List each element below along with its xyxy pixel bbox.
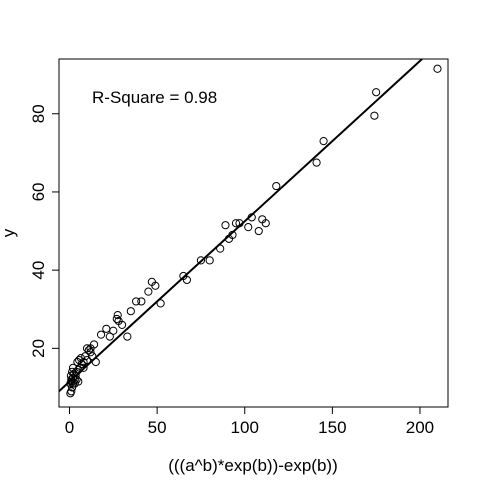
x-tick-label: 100 <box>231 418 259 437</box>
data-point <box>117 320 127 329</box>
data-point <box>254 226 263 236</box>
y-tick-label: 20 <box>29 339 48 358</box>
y-axis: 20 40 60 80 <box>29 104 60 358</box>
data-point <box>82 355 92 365</box>
data-point <box>244 223 253 232</box>
data-point <box>67 387 76 396</box>
x-tick-label: 50 <box>148 418 167 437</box>
data-point <box>112 314 121 324</box>
y-tick-label: 40 <box>29 261 48 280</box>
data-point <box>272 181 281 191</box>
data-point <box>372 88 381 97</box>
data-point <box>312 158 321 167</box>
data-point <box>231 219 241 228</box>
data-point <box>137 297 146 306</box>
data-point <box>433 64 442 73</box>
y-axis-label: y <box>0 228 18 237</box>
x-tick-label: 150 <box>318 418 346 437</box>
data-point <box>261 219 270 228</box>
data-point <box>126 307 135 316</box>
data-point <box>151 281 160 290</box>
data-point <box>77 359 86 369</box>
regression-line <box>58 58 423 392</box>
data-point <box>156 299 165 308</box>
x-tick-label: 0 <box>65 418 74 437</box>
data-point <box>370 111 379 120</box>
data-point <box>74 377 83 386</box>
data-point <box>123 332 132 341</box>
data-point <box>96 330 106 339</box>
data-point <box>86 348 95 357</box>
y-tick-label: 80 <box>29 104 48 123</box>
x-axis: 0 50 100 150 200 <box>65 406 434 437</box>
data-point <box>196 256 206 265</box>
data-point <box>182 275 192 285</box>
data-point <box>79 363 88 372</box>
data-point <box>113 311 122 320</box>
data-point <box>86 344 95 353</box>
data-point <box>319 137 328 146</box>
data-point <box>109 326 118 335</box>
data-point <box>68 367 77 376</box>
data-point <box>131 297 141 306</box>
data-point <box>205 256 214 265</box>
data-point <box>84 346 93 355</box>
r-square-annotation: R-Square = 0.98 <box>92 88 217 107</box>
y-tick-label: 60 <box>29 182 48 201</box>
data-point <box>105 332 114 341</box>
x-tick-label: 200 <box>406 418 434 437</box>
plot-frame <box>58 58 449 408</box>
data-point <box>221 221 230 230</box>
x-axis-label: (((a^b)*exp(b))-exp(b)) <box>168 456 338 475</box>
data-points <box>66 64 442 398</box>
data-point <box>102 324 111 333</box>
data-point <box>144 287 153 296</box>
